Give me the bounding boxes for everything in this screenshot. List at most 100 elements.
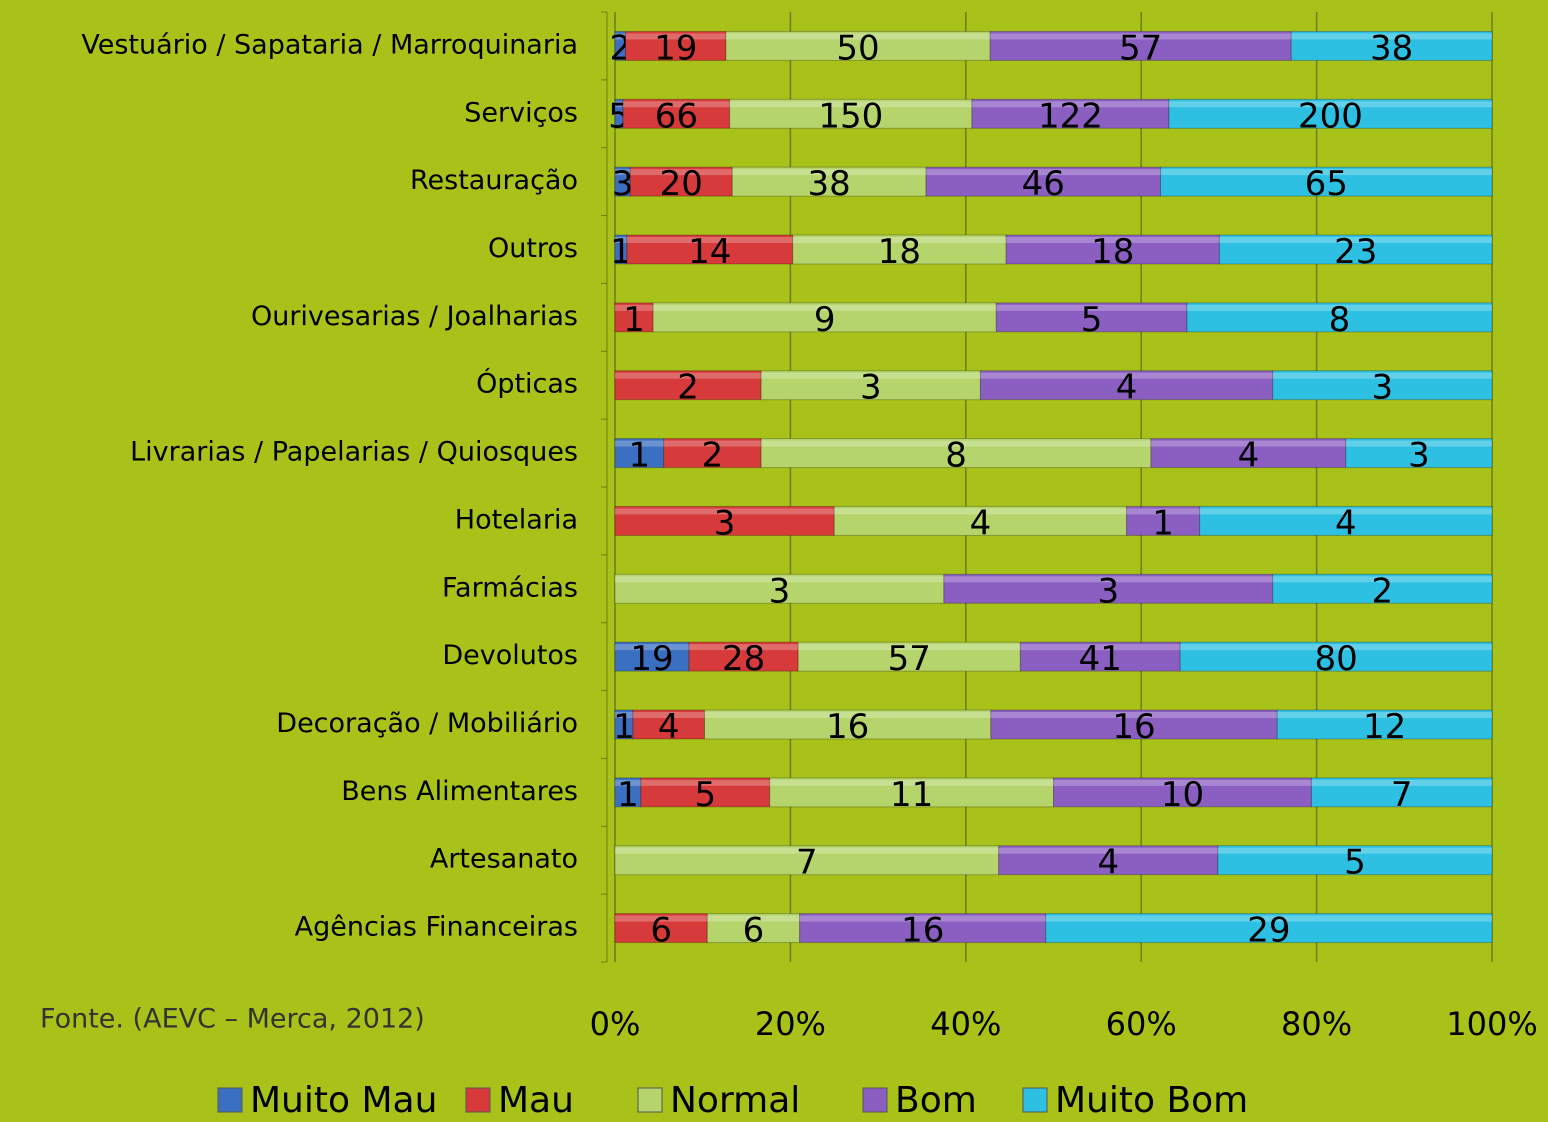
bar-highlight	[615, 169, 631, 176]
bar-highlight	[725, 33, 991, 40]
bar-highlight	[653, 304, 997, 311]
bar-segment	[998, 845, 1219, 876]
data-label: 3	[1372, 368, 1394, 408]
bar-highlight	[1277, 712, 1492, 718]
bar-segment	[1126, 505, 1201, 536]
data-label: 3	[860, 368, 882, 408]
bar-segment	[1186, 302, 1493, 333]
bar-highlight	[615, 101, 624, 108]
bar-highlight	[1160, 169, 1492, 176]
category-label: Ópticas	[476, 368, 578, 400]
category-label: Farmácias	[442, 572, 578, 603]
data-label: 38	[1370, 28, 1413, 68]
data-label: 16	[826, 707, 869, 747]
data-label: 4	[970, 503, 992, 543]
data-label: 16	[1112, 707, 1155, 747]
data-label: 4	[1097, 843, 1119, 883]
legend-label: Mau	[498, 1080, 574, 1121]
bar-highlight	[615, 237, 627, 243]
bar-highlight	[1053, 779, 1312, 786]
bar-segment	[1290, 30, 1493, 61]
bar-highlight	[615, 644, 690, 651]
data-label: 3	[714, 503, 736, 543]
bar-segment	[990, 709, 1278, 740]
bar-highlight	[1126, 508, 1200, 515]
bar-segment	[1345, 438, 1493, 469]
bar-segment	[703, 709, 992, 740]
bar-segment	[625, 30, 727, 61]
legend-label: Muito Mau	[250, 1080, 437, 1121]
bar-segment	[1005, 234, 1220, 265]
data-label: 20	[660, 164, 703, 204]
bar-segment	[989, 30, 1292, 61]
x-tick-label: 40%	[930, 1005, 1001, 1043]
bar-highlight	[798, 644, 1021, 651]
bar-highlight	[834, 508, 1127, 515]
bar-segment	[769, 777, 1054, 808]
bar-segment	[614, 913, 708, 944]
bar-highlight	[799, 915, 1046, 922]
data-label: 7	[796, 843, 818, 883]
bar-highlight	[1180, 644, 1492, 651]
legend-label: Normal	[670, 1080, 800, 1121]
data-label: 14	[688, 232, 731, 272]
bar-highlight	[623, 101, 730, 108]
bar-segment	[1218, 234, 1493, 265]
bar-highlight	[792, 237, 1007, 243]
category-label: Hotelaria	[455, 504, 578, 535]
data-label: 4	[1238, 436, 1260, 476]
category-label: Agências Financeiras	[295, 912, 578, 943]
bar-segment	[614, 438, 665, 469]
bar-highlight	[980, 372, 1273, 379]
data-label: 28	[722, 639, 765, 679]
bar-segment	[792, 234, 1007, 265]
bar-segment	[706, 913, 801, 944]
bar-segment	[614, 505, 835, 536]
data-label: 2	[702, 436, 724, 476]
data-label: 66	[655, 96, 698, 136]
data-label: 5	[694, 775, 716, 815]
data-label: 1	[623, 300, 645, 340]
bar-segment	[622, 98, 731, 129]
bar-highlight	[1272, 576, 1492, 583]
bar-segment	[760, 370, 981, 401]
data-label: 11	[890, 775, 933, 815]
bar-segment	[626, 234, 794, 265]
legend-label: Muito Bom	[1055, 1080, 1248, 1121]
bar-highlight	[615, 712, 633, 718]
bar-segment	[652, 302, 997, 333]
bar-highlight	[998, 847, 1218, 854]
bar-segment	[1310, 777, 1493, 808]
bar-highlight	[615, 915, 708, 922]
data-label: 19	[630, 639, 673, 679]
data-label: 12	[1363, 707, 1406, 747]
bar-highlight	[707, 915, 800, 922]
bar-highlight	[729, 101, 972, 108]
x-tick-label: 80%	[1281, 1005, 1352, 1043]
legend-swatch	[862, 1087, 888, 1113]
bar-segment	[760, 438, 1152, 469]
data-label: 23	[1334, 232, 1377, 272]
bar-segment	[1276, 709, 1493, 740]
data-label: 200	[1298, 96, 1363, 136]
category-label: Vestuário / Sapataria / Marroquinaria	[81, 29, 578, 60]
data-label: 9	[814, 300, 836, 340]
bar-highlight	[615, 304, 654, 311]
bar-highlight	[615, 576, 944, 583]
x-tick-label: 20%	[755, 1005, 826, 1043]
bar-highlight	[1217, 847, 1492, 854]
data-label: 65	[1305, 164, 1348, 204]
bar-segment	[725, 30, 991, 61]
bar-segment	[833, 505, 1128, 536]
legend-swatch	[1022, 1087, 1048, 1113]
data-label: 1	[629, 436, 651, 476]
data-label: 1	[610, 232, 632, 272]
bar-highlight	[761, 372, 981, 379]
category-label: Ourivesarias / Joalharias	[251, 301, 578, 332]
bar-highlight	[1168, 101, 1492, 108]
bar-highlight	[615, 779, 641, 786]
data-label: 4	[1116, 368, 1138, 408]
bar-segment	[731, 166, 927, 197]
category-label: Serviços	[464, 97, 578, 128]
